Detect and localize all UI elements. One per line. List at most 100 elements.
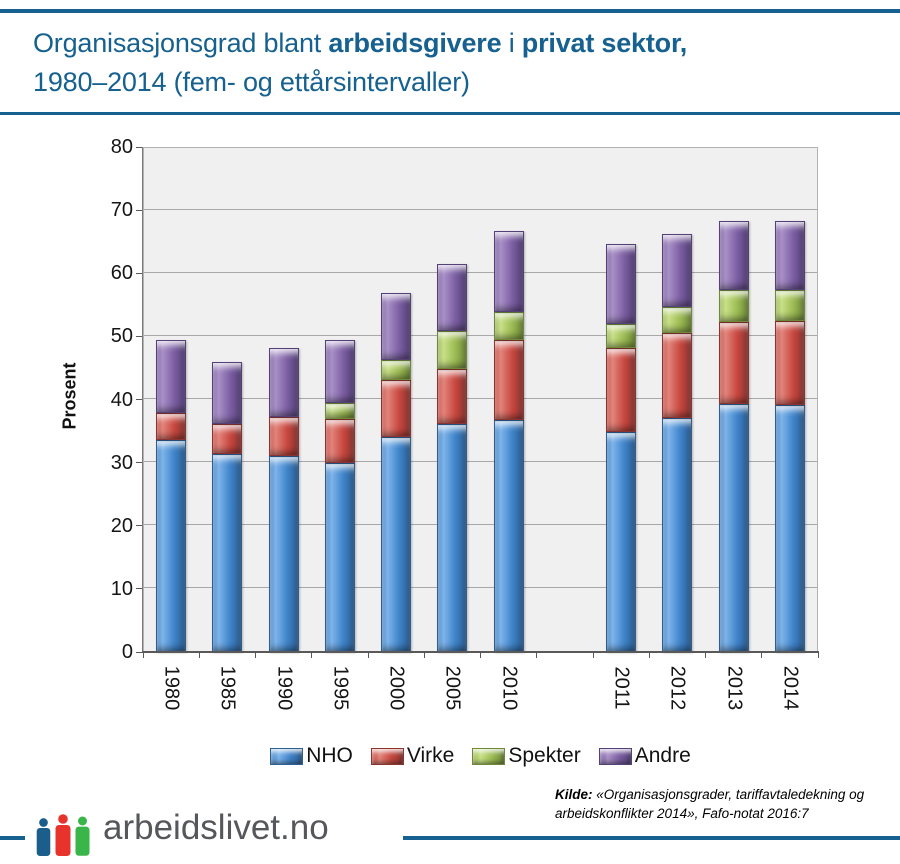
y-tick-mark [136, 146, 143, 148]
x-axis-line [142, 651, 819, 653]
bar-2012-nho [662, 418, 693, 652]
x-tick-label-2011: 2011 [610, 666, 633, 710]
bar-1980-andre [156, 339, 187, 414]
legend-item-spekter: Spekter [472, 744, 581, 768]
x-tick-mark [536, 652, 538, 658]
bar-1990-nho [268, 455, 299, 652]
bar-1985-andre [212, 361, 243, 425]
x-tick-mark [648, 652, 650, 658]
bar-2012-virke [662, 332, 693, 419]
bar-2005-virke [437, 369, 468, 425]
legend-swatch-andre [598, 747, 632, 765]
source-note: Kilde: «Organisasjonsgrader, tariffavtal… [555, 786, 887, 823]
bar-2005-spekter [437, 330, 468, 370]
y-tick-mark [136, 525, 143, 527]
y-tick-label: 40 [110, 388, 133, 411]
bar-1990-andre [268, 348, 299, 418]
bar-2010-spekter [493, 311, 524, 341]
bar-2014-andre [774, 220, 805, 291]
bar-2012-spekter [662, 306, 693, 333]
x-tick-mark [198, 652, 200, 658]
y-tick-mark [136, 272, 143, 274]
legend-item-andre: Andre [598, 744, 691, 768]
y-tick-label: 50 [110, 325, 133, 348]
footer: arbeidslivet.no Kilde: «Organisasjonsgra… [0, 780, 900, 864]
x-tick-mark [311, 652, 313, 658]
y-tick-label: 80 [110, 136, 133, 158]
x-tick-mark [705, 652, 706, 658]
legend-swatch-spekter [472, 747, 506, 765]
bar-1985-virke [212, 424, 243, 454]
x-tick-label-1995: 1995 [329, 665, 352, 711]
legend-item-nho: NHO [270, 744, 353, 768]
legend: NHO Virke Spekter Andre [143, 742, 818, 770]
bar-1985-nho [212, 453, 243, 652]
bar-2000-virke [381, 379, 412, 437]
y-tick-mark [136, 651, 143, 653]
legend-swatch-nho [270, 747, 304, 765]
gridline-60 [144, 271, 817, 273]
gridline-10 [144, 587, 817, 589]
x-tick-mark [761, 652, 763, 658]
top-rule [0, 9, 900, 13]
title-line-2: 1980–2014 (fem- og ettårsintervaller) [33, 67, 470, 97]
x-tick-mark [367, 652, 369, 658]
y-tick-label: 0 [121, 641, 133, 663]
y-tick-mark [136, 588, 143, 590]
bar-1980-virke [156, 413, 187, 440]
y-tick-mark [136, 335, 143, 337]
person-icon-blue [36, 818, 51, 856]
bar-2011-virke [606, 348, 637, 433]
legend-label-virke: Virke [406, 744, 455, 767]
person-icon-red [55, 814, 71, 856]
bar-2000-nho [381, 436, 412, 652]
legend-swatch-virke [370, 747, 404, 765]
bar-2010-nho [493, 420, 524, 652]
title-line-1: Organisasjonsgrad blant arbeidsgivere i … [33, 24, 873, 63]
title-text-bold: arbeidsgivere [328, 28, 502, 58]
logo-text: arbeidslivet.no [103, 808, 329, 847]
bar-2013-andre [718, 220, 749, 291]
bar-2014-spekter [774, 290, 805, 322]
gridline-40 [144, 398, 817, 399]
bar-2011-andre [606, 244, 637, 324]
bar-1995-andre [324, 339, 355, 404]
x-tick-label-1985: 1985 [216, 665, 239, 711]
bar-2013-virke [718, 321, 749, 404]
page-title: Organisasjonsgrad blant arbeidsgivere i … [33, 24, 873, 102]
bar-2005-nho [437, 424, 468, 652]
gridline-30 [144, 461, 817, 463]
y-tick-label: 20 [110, 514, 133, 537]
source-text: «Organisasjonsgrader, tariffavtaledeknin… [555, 787, 865, 821]
bar-2013-spekter [718, 290, 749, 322]
bar-2011-nho [606, 432, 637, 652]
y-tick-label: 10 [110, 577, 133, 600]
bar-2005-andre [437, 263, 468, 331]
x-tick-label-2010: 2010 [498, 665, 521, 711]
y-tick-label: 60 [110, 262, 133, 285]
x-tick-mark [817, 652, 819, 658]
x-tick-mark [423, 652, 425, 658]
bar-1990-virke [268, 417, 299, 456]
legend-label-nho: NHO [306, 744, 353, 767]
bar-2012-andre [662, 234, 693, 307]
person-icon-green [75, 816, 90, 856]
y-axis-line [142, 147, 143, 653]
gridline-50 [144, 334, 817, 336]
legend-label-spekter: Spekter [508, 744, 581, 767]
y-tick-mark [136, 399, 143, 400]
source-label: Kilde: [555, 787, 593, 802]
plot-area [143, 147, 818, 652]
y-tick-label: 70 [110, 199, 133, 222]
x-tick-mark [592, 652, 594, 658]
x-tick-mark [255, 652, 256, 658]
bar-1980-nho [156, 439, 187, 652]
x-tick-label-2005: 2005 [441, 665, 464, 711]
x-tick-mark [142, 652, 144, 658]
gridline-70 [144, 208, 817, 210]
x-tick-label-2000: 2000 [385, 665, 408, 711]
y-tick-mark [136, 209, 143, 211]
y-tick-label: 30 [110, 451, 133, 474]
bar-2000-andre [381, 293, 412, 360]
